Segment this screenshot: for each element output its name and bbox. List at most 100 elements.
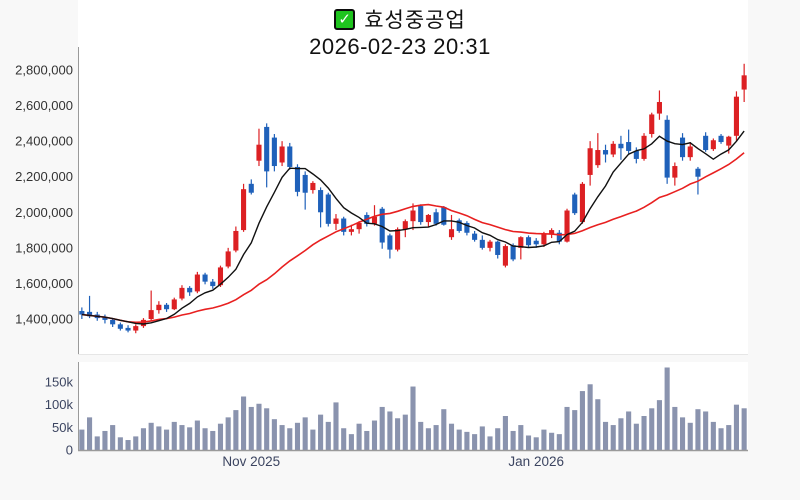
volume-axis-label: 0 xyxy=(66,443,73,458)
candle-body xyxy=(225,251,231,267)
candle-body xyxy=(718,135,724,143)
candle-body xyxy=(179,287,185,299)
volume-bar xyxy=(695,409,701,450)
volume-bar xyxy=(487,436,493,450)
volume-axis-label: 50k xyxy=(52,420,73,435)
candle-body xyxy=(456,220,462,231)
chart-datetime-label: 2026-02-23 20:31 xyxy=(309,34,491,59)
x-axis-date-label: Nov 2025 xyxy=(222,454,280,469)
volume-bar xyxy=(472,434,478,450)
candle-body xyxy=(502,246,508,266)
candle-body xyxy=(487,241,493,248)
candle-body xyxy=(410,210,416,222)
candle-body xyxy=(633,150,639,159)
volume-bar xyxy=(595,399,601,450)
volume-bar xyxy=(102,430,108,450)
candle-body xyxy=(703,135,709,151)
volume-bar xyxy=(733,404,739,450)
candle-body xyxy=(302,174,308,193)
volume-bar xyxy=(371,420,378,450)
candle-body xyxy=(102,317,108,320)
volume-bar xyxy=(679,417,686,450)
volume-bar xyxy=(572,410,578,450)
price-axis-label: 2,800,000 xyxy=(15,63,73,78)
volume-bar xyxy=(364,430,370,450)
checkmark-glyph: ✓ xyxy=(338,10,351,28)
volume-bar xyxy=(356,423,362,450)
volume-bar xyxy=(117,437,123,450)
volume-bar xyxy=(541,429,547,450)
candle-body xyxy=(726,136,732,146)
volume-bar xyxy=(294,422,301,450)
candle-body xyxy=(579,183,585,223)
volume-bar xyxy=(379,406,385,450)
candle-body xyxy=(595,150,601,166)
candle-body xyxy=(549,230,555,234)
candle-body xyxy=(525,237,532,246)
volume-bar xyxy=(579,391,585,450)
candle-body xyxy=(626,142,632,151)
volume-bar xyxy=(425,428,431,450)
volume-bar xyxy=(410,386,416,450)
green-checkbox-icon: ✓ xyxy=(334,8,356,30)
volume-bar xyxy=(587,384,593,450)
volume-bar xyxy=(495,428,501,450)
candle-body xyxy=(171,299,177,310)
volume-bar xyxy=(341,428,347,450)
volume-bar xyxy=(164,429,170,450)
volume-axis-label: 150k xyxy=(45,375,74,390)
candle-body xyxy=(495,241,501,255)
price-axis-label: 2,600,000 xyxy=(15,98,73,113)
price-axis-label: 2,400,000 xyxy=(15,134,73,149)
volume-bar xyxy=(125,440,131,450)
volume-bar xyxy=(310,429,316,450)
candle-body xyxy=(187,287,193,293)
volume-bar xyxy=(241,396,247,450)
volume-bar xyxy=(110,425,116,450)
volume-bar xyxy=(649,408,655,450)
candle-body xyxy=(518,237,524,248)
candle-body xyxy=(710,140,716,150)
candle-body xyxy=(587,148,593,175)
volume-bar xyxy=(333,402,339,450)
candle-body xyxy=(356,222,362,230)
candle-body xyxy=(556,232,562,242)
volume-bar xyxy=(94,436,100,450)
x-axis-date-label: Jan 2026 xyxy=(508,454,564,469)
candle-body xyxy=(371,216,378,224)
volume-bar xyxy=(79,429,85,450)
chart-header: ✓ 효성중공업 2026-02-23 20:31 xyxy=(0,0,800,60)
candle-body xyxy=(425,214,431,223)
price-axis-label: 1,800,000 xyxy=(15,240,73,255)
candle-body xyxy=(464,222,470,233)
candle-body xyxy=(241,189,247,231)
candle-body xyxy=(641,135,647,159)
candle-body xyxy=(441,206,447,225)
candle-body xyxy=(333,218,339,224)
candle-body xyxy=(341,218,347,232)
candle-body xyxy=(479,239,485,248)
candle-body xyxy=(433,212,439,224)
price-axis-label: 1,400,000 xyxy=(15,312,73,327)
candle-body xyxy=(541,233,547,245)
volume-bar xyxy=(179,425,185,450)
stock-name-label: 효성중공업 xyxy=(364,9,466,32)
candle-body xyxy=(679,137,686,158)
volume-bar xyxy=(210,430,216,450)
volume-bar xyxy=(564,406,570,450)
volume-bar xyxy=(664,367,670,450)
candle-body xyxy=(79,310,85,315)
volume-bar xyxy=(325,421,331,450)
volume-bar xyxy=(672,406,678,450)
volume-bar xyxy=(525,435,532,450)
candle-body xyxy=(256,144,262,161)
ma-slow-line xyxy=(81,152,745,324)
candle-body xyxy=(325,194,331,224)
candle-body xyxy=(271,137,277,167)
candle-body xyxy=(156,304,162,311)
candle-body xyxy=(233,230,239,251)
volume-bar xyxy=(610,425,616,450)
volume-bar xyxy=(256,403,262,450)
volume-bar xyxy=(156,426,162,450)
